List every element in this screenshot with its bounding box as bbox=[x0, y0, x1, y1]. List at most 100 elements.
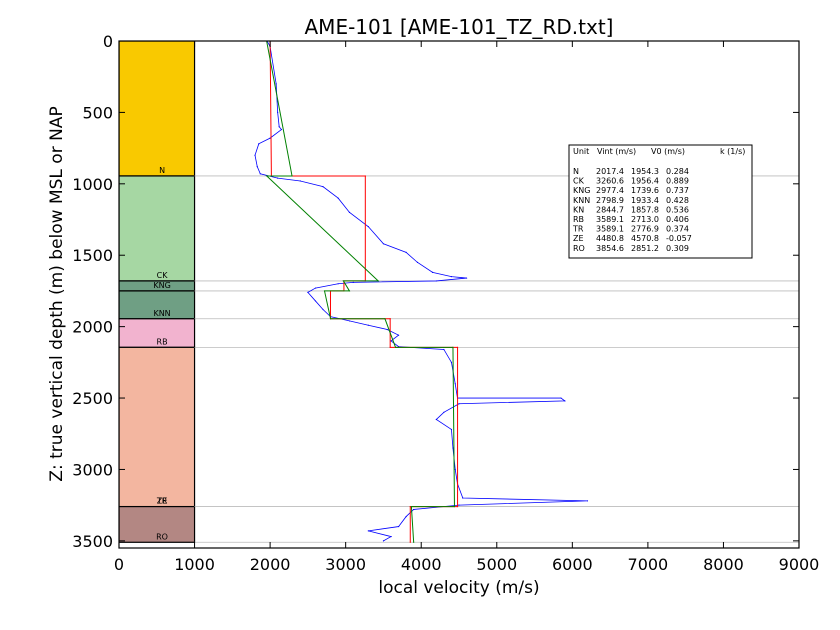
table-cell: 3260.6 bbox=[596, 177, 624, 186]
y-tick-label: 2000 bbox=[72, 318, 113, 337]
y-axis-label: Z: true vertical depth (m) below MSL or … bbox=[47, 106, 67, 481]
series-point bbox=[382, 540, 385, 542]
x-tick-label: 1000 bbox=[174, 555, 215, 574]
series-point bbox=[413, 508, 415, 511]
series-point bbox=[390, 535, 392, 538]
velocity-table-box bbox=[568, 144, 753, 259]
series-group bbox=[254, 41, 589, 543]
x-tick-label: 2000 bbox=[250, 555, 291, 574]
series-point bbox=[254, 154, 256, 156]
series-point bbox=[458, 403, 460, 405]
x-tick-label: 4000 bbox=[401, 555, 442, 574]
table-header-cell: k (1/s) bbox=[720, 147, 745, 156]
x-tick-label: 0 bbox=[114, 555, 124, 574]
series-point bbox=[452, 447, 454, 449]
series-point bbox=[452, 346, 454, 348]
x-tick-label: 3000 bbox=[325, 555, 366, 574]
series-point bbox=[314, 300, 317, 302]
series-point bbox=[337, 197, 339, 199]
series-point bbox=[443, 348, 445, 351]
series-point bbox=[278, 126, 280, 128]
layer-label-knn: KNN bbox=[153, 309, 170, 318]
linear-trend-line bbox=[265, 41, 455, 543]
series-point bbox=[367, 324, 369, 326]
series-point bbox=[450, 428, 453, 431]
series-point bbox=[390, 340, 392, 342]
series-point bbox=[258, 143, 260, 145]
series-point bbox=[465, 277, 468, 279]
layer-label-ro: RO bbox=[156, 532, 168, 541]
table-cell: 0.737 bbox=[666, 186, 689, 195]
y-tick-label: 1500 bbox=[72, 246, 113, 265]
series-point bbox=[352, 281, 354, 283]
series-point bbox=[586, 500, 589, 502]
x-tick-label: 8000 bbox=[703, 555, 744, 574]
table-cell: 0.284 bbox=[666, 167, 689, 176]
series-point bbox=[291, 175, 293, 177]
series-point bbox=[458, 504, 460, 506]
series-point bbox=[431, 271, 434, 273]
series-point bbox=[416, 261, 419, 263]
table-cell: 4480.8 bbox=[596, 234, 624, 243]
series-point bbox=[435, 280, 437, 282]
series-point bbox=[299, 180, 301, 182]
table-cell: -0.057 bbox=[666, 234, 692, 243]
series-point bbox=[364, 175, 366, 177]
series-point bbox=[564, 400, 566, 402]
table-cell: 3854.6 bbox=[596, 244, 624, 253]
plot-frame bbox=[118, 40, 800, 549]
series-point bbox=[405, 251, 407, 253]
series-point bbox=[389, 318, 391, 320]
y-tick-label: 1000 bbox=[72, 175, 113, 194]
layer-label-n: N bbox=[159, 166, 165, 175]
series-point bbox=[462, 497, 464, 499]
table-cell: KNN bbox=[573, 196, 590, 205]
series-point bbox=[367, 530, 369, 532]
series-point bbox=[409, 505, 411, 508]
series-point bbox=[443, 411, 445, 413]
layer-tr bbox=[119, 346, 196, 508]
series-point bbox=[394, 346, 397, 348]
series-point bbox=[322, 186, 324, 188]
y-tick-label: 2500 bbox=[72, 389, 113, 408]
x-tick-label: 7000 bbox=[628, 555, 669, 574]
series-point bbox=[382, 243, 385, 245]
table-cell: 2713.0 bbox=[631, 215, 659, 224]
series-point bbox=[275, 83, 277, 85]
series-point bbox=[453, 505, 456, 508]
series-point bbox=[456, 346, 459, 348]
series-point bbox=[389, 346, 391, 348]
series-point bbox=[307, 291, 309, 293]
series-point bbox=[405, 515, 407, 518]
layer-n bbox=[119, 41, 196, 177]
table-cell: 0.889 bbox=[666, 177, 689, 186]
table-cell: 0.374 bbox=[666, 225, 689, 234]
series-point bbox=[277, 177, 279, 179]
layer-label-tr: TR bbox=[156, 497, 168, 506]
table-cell: 1857.8 bbox=[631, 205, 659, 214]
series-point bbox=[450, 361, 453, 363]
series-point bbox=[560, 397, 562, 399]
table-header-cell: Unit bbox=[573, 147, 589, 156]
table-cell: 0.428 bbox=[666, 196, 689, 205]
chart-title: AME-101 [AME-101_TZ_RD.txt] bbox=[305, 15, 614, 39]
series-point bbox=[259, 173, 261, 175]
table-cell: 0.309 bbox=[666, 244, 689, 253]
table-cell: 2798.9 bbox=[596, 196, 624, 205]
layer-label-rb: RB bbox=[157, 337, 168, 346]
series-point bbox=[323, 290, 326, 292]
series-point bbox=[329, 318, 332, 320]
table-cell: N bbox=[573, 167, 579, 176]
series-point bbox=[384, 318, 386, 320]
y-tick-label: 0 bbox=[103, 32, 113, 51]
layer-ck bbox=[119, 175, 196, 282]
table-cell: 1933.4 bbox=[631, 196, 659, 205]
series-point bbox=[342, 280, 344, 282]
layer-label-ck: CK bbox=[157, 271, 169, 280]
table-cell: 0.406 bbox=[666, 215, 689, 224]
interval-velocity-line bbox=[269, 41, 459, 543]
series-point bbox=[450, 276, 453, 278]
x-tick-label: 5000 bbox=[476, 555, 517, 574]
table-header-cell: Vint (m/s) bbox=[597, 147, 636, 156]
